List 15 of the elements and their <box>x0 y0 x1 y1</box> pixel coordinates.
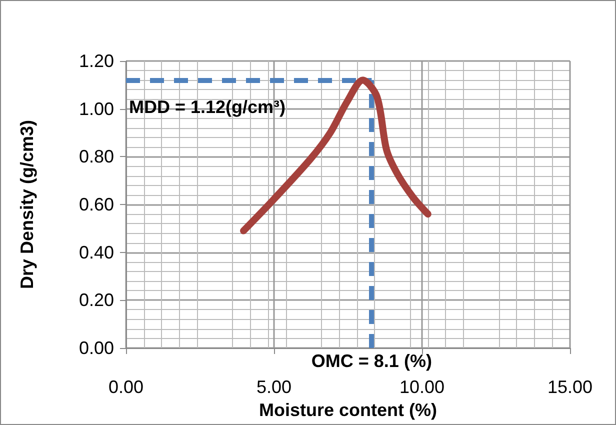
y-tick-label: 1.00 <box>78 98 114 119</box>
x-tick-label: 5.00 <box>256 377 292 397</box>
y-tick-label: 1.20 <box>78 51 114 71</box>
annotation: MDD = 1.12(g/cm³) <box>129 97 286 118</box>
x-tick-label: 10.00 <box>399 377 445 397</box>
y-tick-label: 0.40 <box>78 242 114 262</box>
x-axis-title: Moisture content (%) <box>259 400 437 420</box>
text: OMC = 8.1 (%) <box>311 351 432 371</box>
y-tick-label: 0.00 <box>78 338 114 358</box>
y-tick-label: 0.20 <box>78 290 114 310</box>
x-tick-label: 0.00 <box>108 377 144 397</box>
y-axis-title: Dry Density (g/cm3) <box>17 120 37 290</box>
y-tick-label: 0.80 <box>78 146 114 167</box>
x-tick-label: 15.00 <box>547 377 593 397</box>
y-tick-label: 0.60 <box>78 194 114 214</box>
